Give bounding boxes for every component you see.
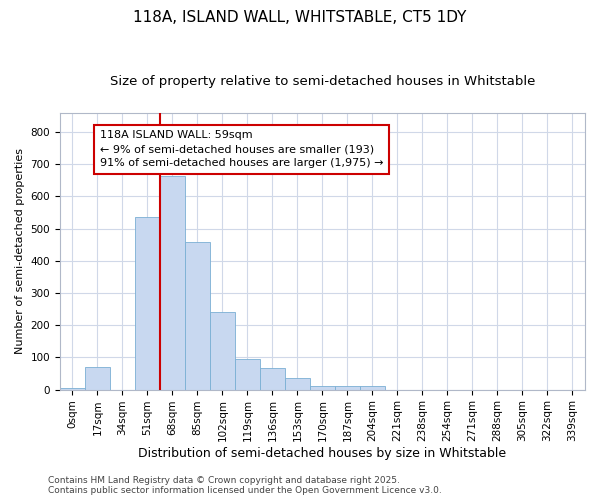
Y-axis label: Number of semi-detached properties: Number of semi-detached properties — [15, 148, 25, 354]
Text: 118A, ISLAND WALL, WHITSTABLE, CT5 1DY: 118A, ISLAND WALL, WHITSTABLE, CT5 1DY — [133, 10, 467, 25]
X-axis label: Distribution of semi-detached houses by size in Whitstable: Distribution of semi-detached houses by … — [139, 447, 506, 460]
Bar — [135, 218, 160, 390]
Bar — [210, 312, 235, 390]
Bar — [160, 176, 185, 390]
Title: Size of property relative to semi-detached houses in Whitstable: Size of property relative to semi-detach… — [110, 75, 535, 88]
Bar — [360, 386, 385, 390]
Bar — [60, 388, 85, 390]
Bar — [260, 368, 285, 390]
Text: 118A ISLAND WALL: 59sqm
← 9% of semi-detached houses are smaller (193)
91% of se: 118A ISLAND WALL: 59sqm ← 9% of semi-det… — [100, 130, 383, 168]
Bar — [235, 359, 260, 390]
Bar — [85, 367, 110, 390]
Bar — [185, 242, 210, 390]
Bar — [310, 386, 335, 390]
Bar — [335, 386, 360, 390]
Bar — [285, 378, 310, 390]
Text: Contains HM Land Registry data © Crown copyright and database right 2025.
Contai: Contains HM Land Registry data © Crown c… — [48, 476, 442, 495]
